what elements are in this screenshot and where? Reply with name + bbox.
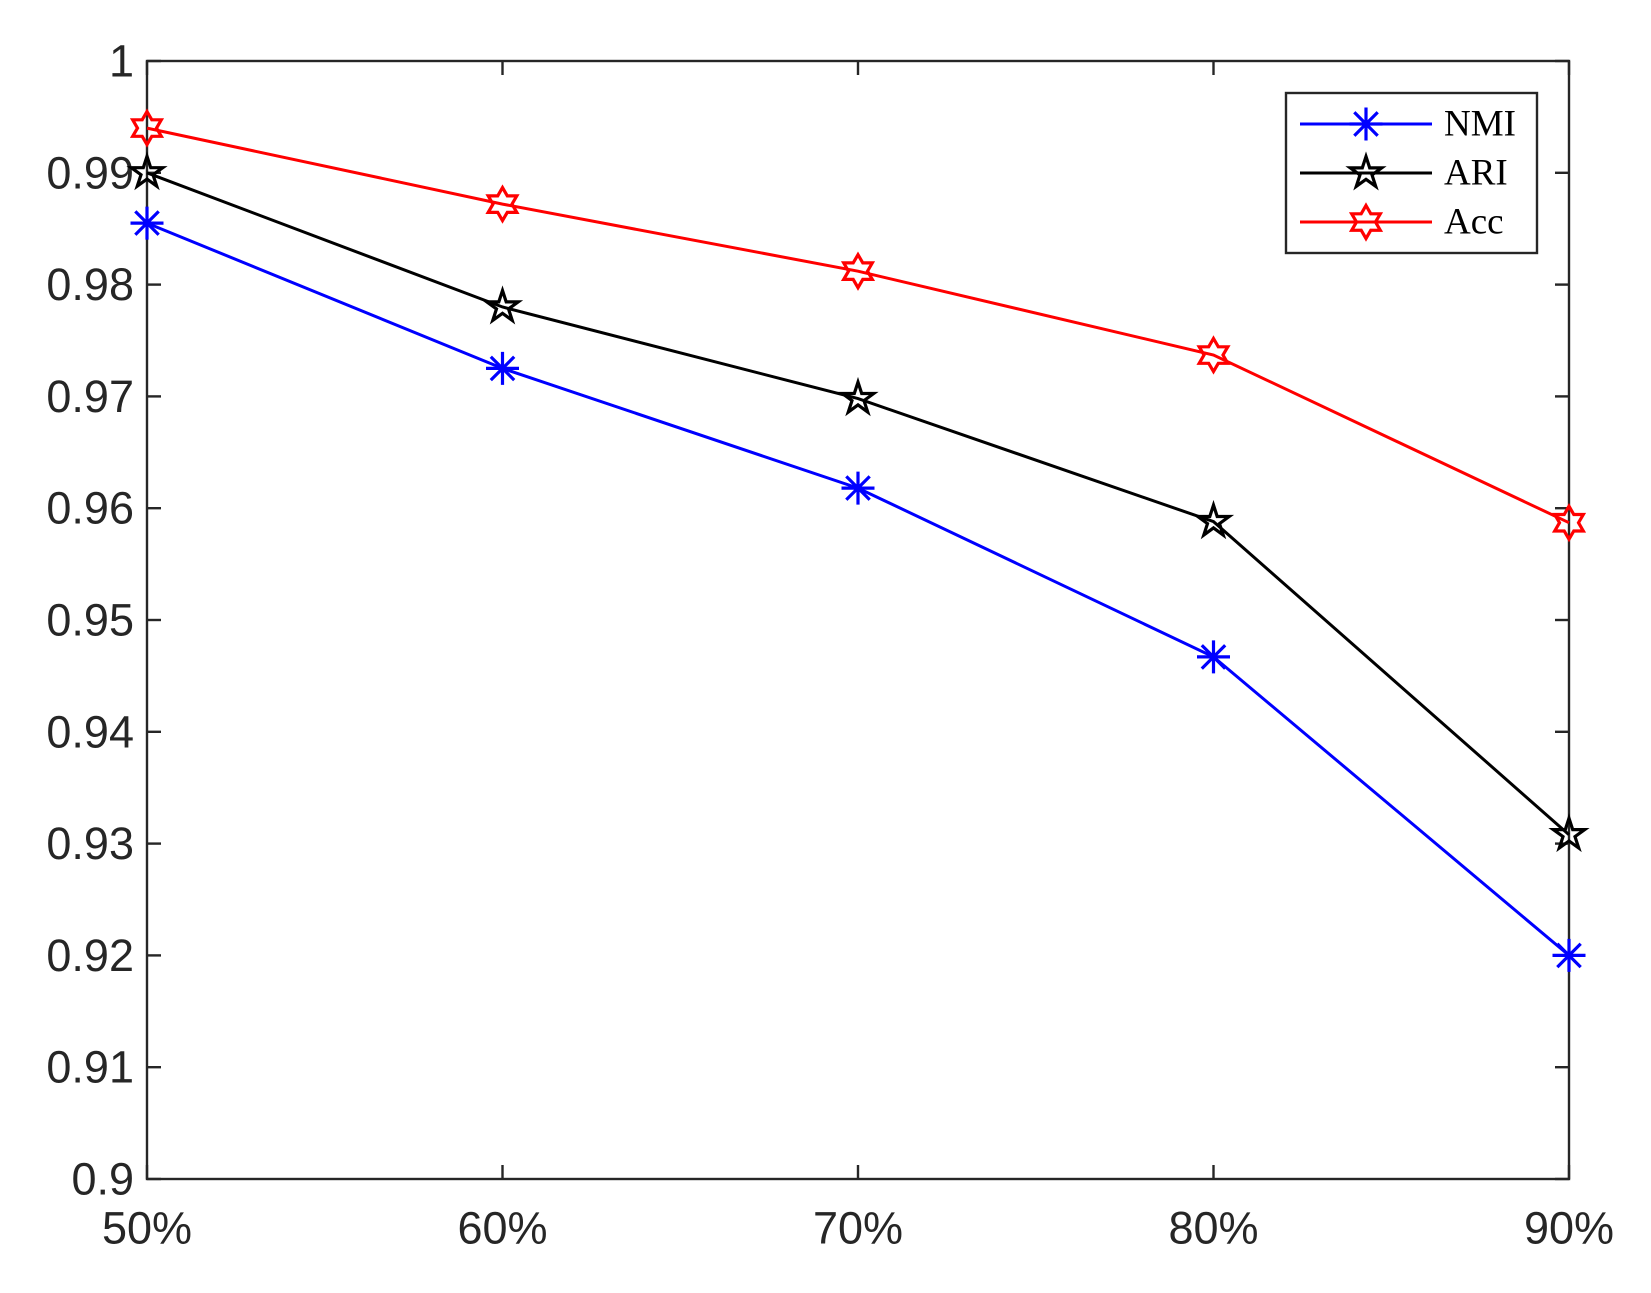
- y-tick-label: 0.98: [46, 259, 134, 310]
- y-tick-label: 0.9: [71, 1154, 134, 1205]
- hexagram-marker-icon: [1551, 503, 1587, 543]
- y-tick-label: 1: [109, 36, 134, 87]
- legend: NMI ARI Acc: [1284, 91, 1539, 255]
- y-tick-label: 0.93: [46, 818, 134, 869]
- x-tick-label: 60%: [457, 1203, 547, 1254]
- series-line: [146, 171, 1570, 836]
- pentagram-marker-icon: [481, 285, 524, 325]
- y-tick-label: 0.99: [46, 147, 134, 198]
- asterisk-marker-icon: [1197, 640, 1230, 674]
- legend-entry: Acc: [1300, 202, 1504, 243]
- asterisk-marker-icon: [1349, 107, 1383, 141]
- pentagram-marker-icon: [1345, 151, 1387, 191]
- y-tick-label: 0.91: [46, 1042, 134, 1093]
- legend-entry: NMI: [1300, 104, 1516, 145]
- y-tick-label: 0.94: [46, 706, 134, 757]
- x-tick-label: 90%: [1524, 1203, 1614, 1254]
- series-NMI: [130, 206, 1586, 972]
- x-tick-label: 50%: [102, 1203, 192, 1254]
- series-Acc: [129, 108, 1587, 543]
- legend-label: Acc: [1444, 202, 1504, 243]
- hexagram-marker-icon: [1348, 202, 1384, 242]
- asterisk-marker-icon: [130, 206, 164, 240]
- asterisk-marker-icon: [1552, 938, 1586, 972]
- asterisk-marker-icon: [486, 351, 519, 385]
- legend-entry: ARI: [1300, 151, 1508, 194]
- y-tick-label: 0.95: [46, 595, 134, 646]
- legend-label: ARI: [1444, 153, 1508, 194]
- y-tick-label: 0.96: [46, 483, 134, 534]
- hexagram-marker-icon: [129, 108, 165, 148]
- series-ARI: [126, 151, 1590, 853]
- pentagram-marker-icon: [837, 376, 879, 417]
- asterisk-marker-icon: [841, 471, 875, 505]
- y-tick-label: 0.97: [46, 371, 134, 422]
- pentagram-marker-icon: [126, 151, 168, 191]
- pentagram-marker-icon: [1192, 499, 1235, 540]
- y-tick-label: 0.92: [46, 930, 134, 981]
- x-tick-label: 80%: [1168, 1203, 1258, 1254]
- hexagram-marker-icon: [485, 184, 520, 224]
- hexagram-marker-icon: [1196, 335, 1231, 375]
- series-line: [146, 126, 1570, 525]
- pentagram-marker-icon: [1548, 813, 1590, 853]
- hexagram-marker-icon: [840, 251, 876, 291]
- x-tick-label: 70%: [813, 1203, 903, 1254]
- legend-label: NMI: [1444, 104, 1516, 145]
